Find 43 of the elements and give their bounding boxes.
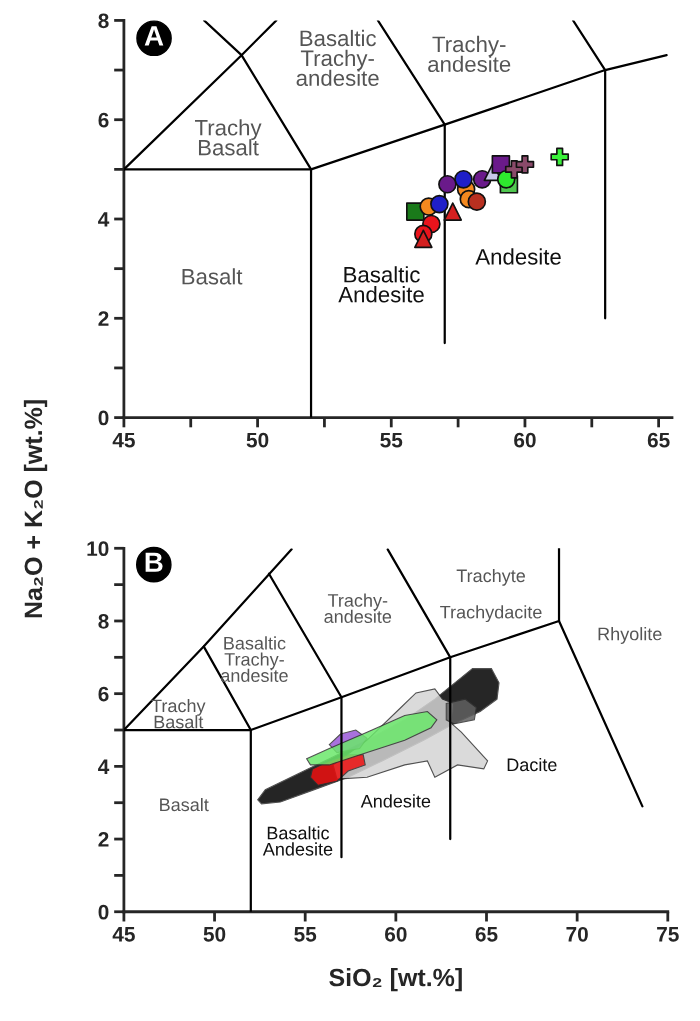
annotation: Andesite: [360, 794, 431, 808]
annotation: Basaltic Andesite: [262, 826, 333, 856]
y-tick-label: 0: [98, 410, 109, 426]
annotation: Trachyte: [456, 568, 526, 586]
x-tick-label: 55: [294, 927, 317, 942]
annotation: Trachy Basalt: [151, 698, 206, 729]
annotation: Trachy- andesite: [324, 593, 392, 623]
annotation: Basalt: [182, 268, 243, 285]
chart-title: B: [145, 552, 163, 572]
annotation: Andesite: [475, 248, 561, 265]
annotation: Dacite: [507, 757, 557, 772]
x-tick-label: 45: [112, 927, 135, 942]
y-tick-label: 2: [98, 832, 109, 847]
annotation: Basaltic Trachy- andesite: [296, 29, 379, 87]
y-tick-label: 6: [98, 112, 109, 128]
annotation: Trachy- andesite: [428, 35, 511, 73]
x-tick-label: 65: [647, 432, 670, 448]
y-tick-label: 10: [87, 541, 109, 557]
chart-title: A: [144, 26, 164, 46]
annotation: Trachy Basalt: [195, 119, 262, 156]
annotation: Trachydacite: [440, 605, 542, 623]
y-tick-label: 4: [98, 212, 110, 227]
y-tick-label: 0: [98, 904, 109, 920]
x-tick-label: 70: [566, 926, 588, 942]
y-tick-label: 8: [98, 13, 109, 29]
y-tick-label: 2: [98, 311, 109, 326]
x-tick-label: 75: [657, 927, 679, 942]
x-tick-label: 45: [112, 432, 135, 448]
y-tick-label: 8: [98, 613, 109, 629]
y-axis-title: Na₂O + K₂O [wt.%]: [23, 400, 48, 618]
x-tick-label: 60: [514, 432, 536, 448]
annotation: Rhyolite: [598, 627, 662, 644]
x-tick-label: 65: [475, 926, 498, 942]
x-axis-title: SiO₂ [wt.%]: [329, 967, 462, 992]
y-tick-label: 4: [98, 759, 110, 774]
annotation: Basaltic Andesite: [338, 266, 424, 303]
annotation: Basalt: [160, 797, 209, 812]
x-tick-label: 55: [380, 432, 403, 448]
annotation: Basaltic Trachy- andesite: [221, 636, 288, 682]
x-tick-label: 60: [385, 926, 407, 942]
x-tick-label: 50: [246, 432, 269, 448]
y-tick-label: 6: [98, 686, 109, 702]
x-tick-label: 50: [203, 926, 226, 942]
